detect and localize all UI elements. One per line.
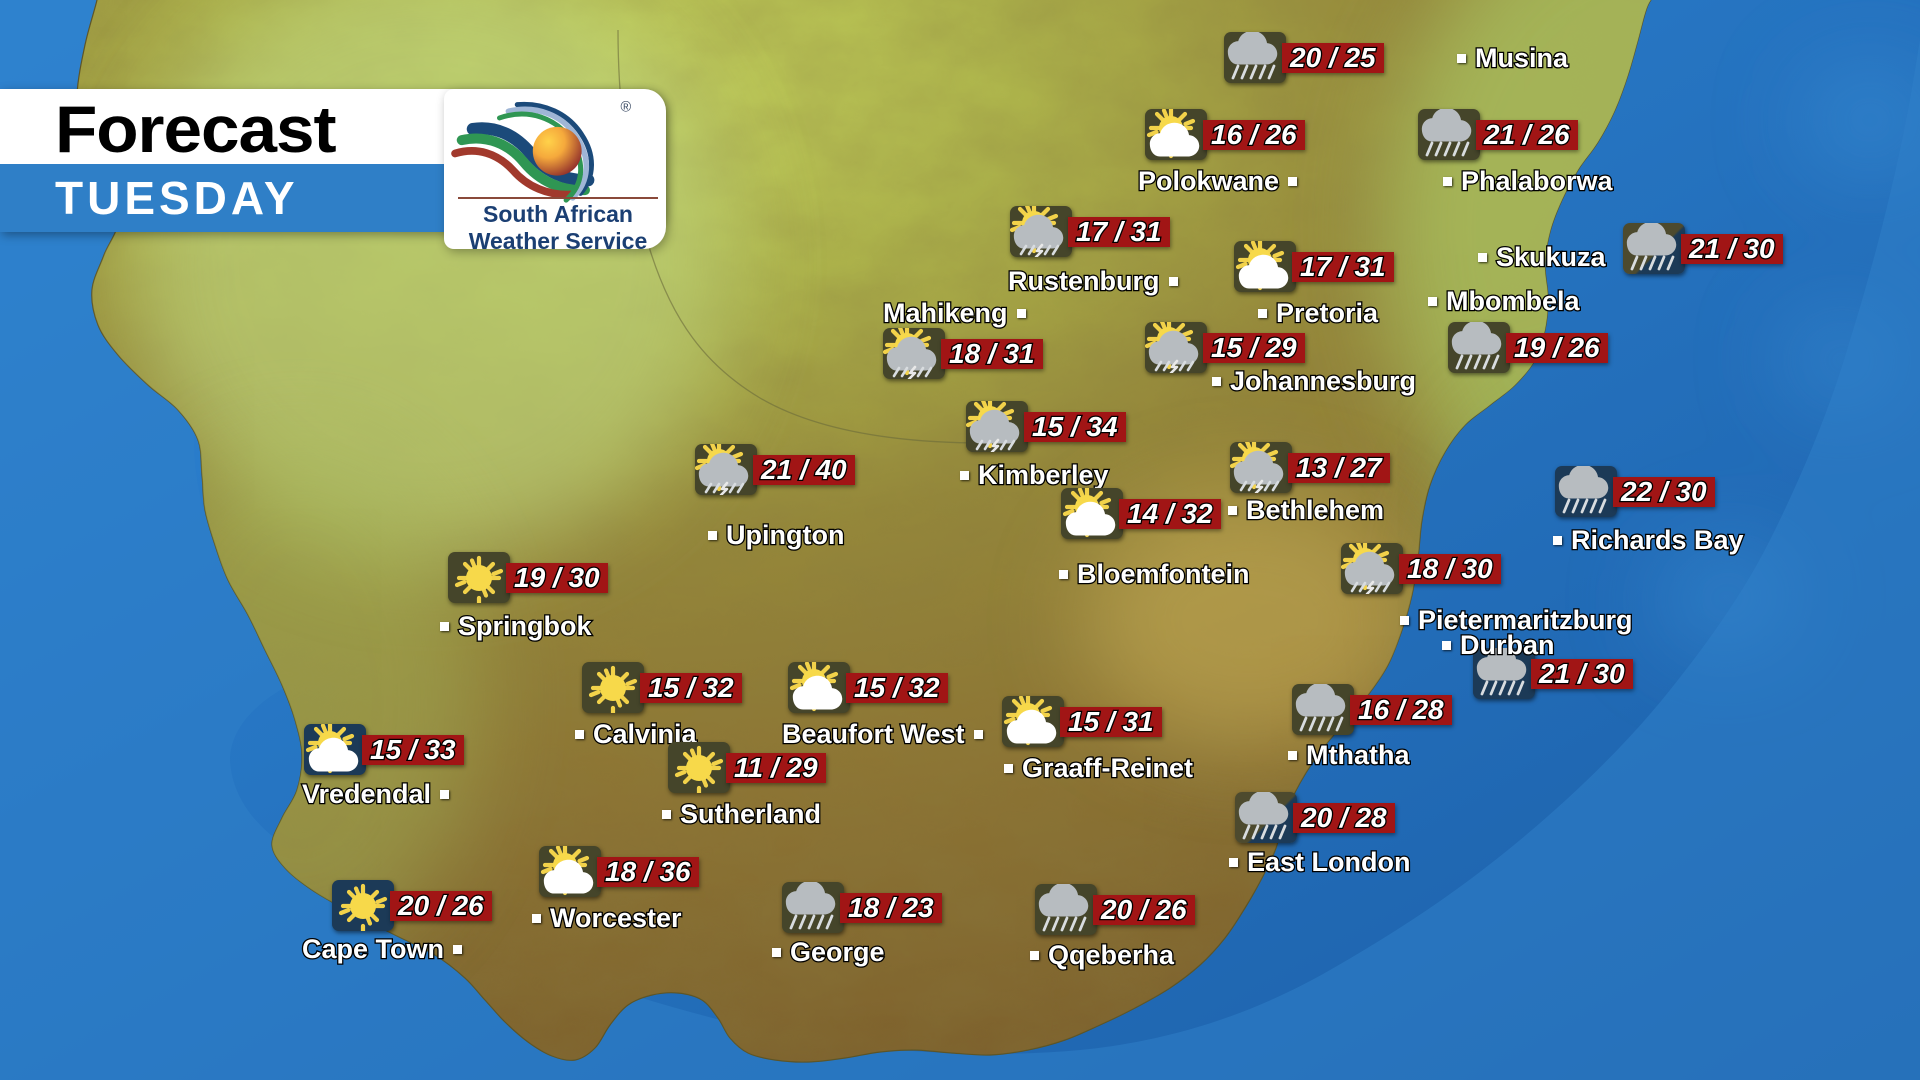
svg-text:®: ® xyxy=(620,99,631,115)
